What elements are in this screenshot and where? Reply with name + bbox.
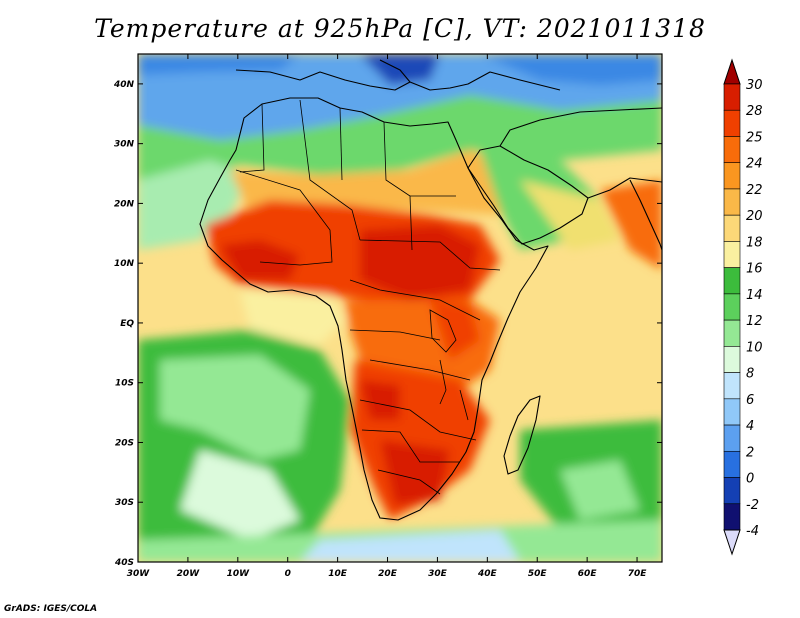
lat-tick-label: 30N	[114, 140, 135, 150]
colorbar-label: 10	[746, 340, 763, 355]
colorbar-label: -4	[746, 524, 759, 539]
colorbar-label: 20	[746, 209, 763, 224]
colorbar-swatch	[723, 162, 741, 190]
colorbar-swatch	[723, 503, 741, 531]
colorbar-label: 0	[746, 472, 754, 487]
lon-tick-label: 20E	[378, 569, 398, 579]
colorbar-label: 12	[746, 314, 763, 329]
lon-tick-label: 30W	[127, 569, 151, 579]
colorbar-swatch	[723, 241, 741, 268]
colorbar-swatch	[723, 214, 741, 242]
country-borders	[235, 99, 501, 495]
colorbar-swatch	[723, 109, 741, 137]
colorbar-label: 22	[746, 183, 763, 198]
latitude-axis: 40N 30N 20N 10N EQ 10S 20S 30S 40S	[113, 80, 135, 568]
colorbar-swatch	[723, 83, 741, 111]
coastlines	[199, 59, 662, 521]
colorbar-swatch	[723, 267, 741, 295]
colorbar-label: 30	[746, 78, 763, 93]
colorbar-label: 24	[746, 157, 763, 172]
colorbar-swatch	[723, 450, 741, 478]
colorbar-swatch	[723, 293, 741, 321]
lat-tick-label: EQ	[120, 319, 134, 329]
colorbar-swatch	[723, 346, 741, 373]
colorbar-label: 14	[746, 288, 763, 303]
colorbar-swatch	[723, 136, 741, 164]
colorbar-swatch	[723, 188, 741, 216]
colorbar-label: 25	[746, 130, 763, 145]
map-title: Temperature at 925hPa [C], VT: 202101131…	[94, 14, 706, 43]
colorbar-min-arrow	[723, 529, 741, 556]
longitude-axis: 30W 20W 10W 0 10E 20E 30E 40E 50E 60E 70E	[127, 569, 647, 579]
colorbar-label: 2	[746, 445, 754, 460]
lon-tick-label: 10W	[227, 569, 251, 579]
colorbar-swatch	[723, 319, 741, 347]
colorbar-swatch	[723, 398, 741, 426]
colorbar-label: -2	[746, 498, 759, 513]
lat-tick-label: 20S	[115, 438, 134, 448]
colorbar-label: 16	[746, 262, 763, 277]
lon-tick-label: 70E	[628, 569, 648, 579]
lon-tick-label: 60E	[578, 569, 598, 579]
map-frame	[137, 53, 663, 563]
grads-credit: GrADS: IGES/COLA	[4, 604, 98, 614]
colorbar-label: 8	[746, 367, 754, 382]
colorbar-label: 4	[746, 419, 754, 434]
lon-tick-label: 20W	[177, 569, 201, 579]
colorbar-label: 28	[746, 104, 763, 119]
lat-tick-label: 40S	[114, 558, 134, 568]
lat-tick-label: 20N	[114, 199, 135, 209]
axis-ticks	[137, 54, 662, 563]
lon-tick-label: 0	[285, 569, 291, 579]
lat-tick-label: 40N	[113, 80, 135, 90]
lon-tick-label: 50E	[528, 569, 548, 579]
colorbar-max-arrow	[723, 58, 741, 85]
lon-tick-label: 30E	[428, 569, 448, 579]
colorbar-swatch	[723, 372, 741, 400]
lon-tick-label: 40E	[477, 569, 498, 579]
colorbar-swatch	[723, 477, 741, 505]
lat-tick-label: 10S	[115, 379, 134, 389]
lat-tick-label: 10N	[114, 259, 135, 269]
lon-tick-label: 10E	[328, 569, 348, 579]
colorbar-swatch	[723, 424, 741, 452]
colorbar-label: 6	[746, 393, 754, 408]
lat-tick-label: 30S	[115, 498, 134, 508]
temperature-field	[138, 54, 662, 562]
colorbar-label: 18	[746, 235, 763, 250]
